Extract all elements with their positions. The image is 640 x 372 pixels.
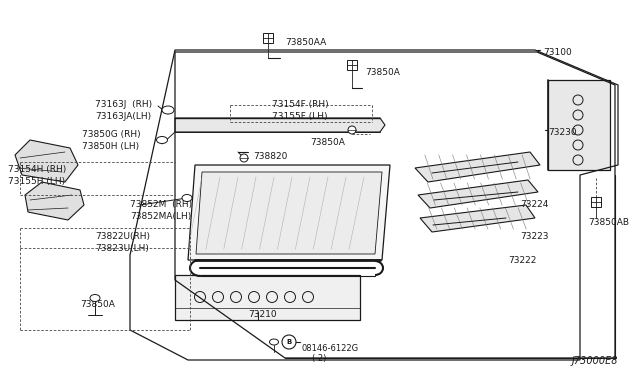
Text: 73163JA(LH): 73163JA(LH) xyxy=(95,112,151,121)
Polygon shape xyxy=(548,80,610,170)
Text: 73850G (RH): 73850G (RH) xyxy=(82,130,141,139)
Text: 73823U(LH): 73823U(LH) xyxy=(95,244,149,253)
Circle shape xyxy=(240,154,248,162)
Text: 73850AB: 73850AB xyxy=(588,218,629,227)
Text: 73850H (LH): 73850H (LH) xyxy=(82,142,139,151)
Bar xyxy=(591,197,601,207)
Ellipse shape xyxy=(269,339,278,345)
Text: 73224: 73224 xyxy=(520,200,548,209)
Text: B: B xyxy=(286,339,292,345)
Text: 738820: 738820 xyxy=(253,152,287,161)
Text: 73155F (LH): 73155F (LH) xyxy=(272,112,328,121)
Polygon shape xyxy=(188,165,390,260)
Text: J73000E8: J73000E8 xyxy=(572,356,618,366)
Ellipse shape xyxy=(157,137,168,144)
Text: 73850A: 73850A xyxy=(365,68,400,77)
Polygon shape xyxy=(420,205,535,232)
Text: 73154H (RH): 73154H (RH) xyxy=(8,165,67,174)
Text: 73154F (RH): 73154F (RH) xyxy=(272,100,328,109)
Text: 73850A: 73850A xyxy=(310,138,345,147)
Polygon shape xyxy=(25,182,84,220)
Circle shape xyxy=(282,335,296,349)
Circle shape xyxy=(348,126,356,134)
Text: 73852M  (RH): 73852M (RH) xyxy=(130,200,192,209)
Text: 73163J  (RH): 73163J (RH) xyxy=(95,100,152,109)
Ellipse shape xyxy=(90,295,100,301)
Text: 73852MA(LH): 73852MA(LH) xyxy=(130,212,191,221)
Polygon shape xyxy=(196,172,382,254)
Text: 73222: 73222 xyxy=(508,256,536,265)
Bar xyxy=(347,60,357,70)
Polygon shape xyxy=(415,152,540,182)
Text: 73850A: 73850A xyxy=(80,300,115,309)
Ellipse shape xyxy=(182,195,192,202)
Text: ( 2): ( 2) xyxy=(312,354,326,363)
Text: 73223: 73223 xyxy=(520,232,548,241)
Polygon shape xyxy=(15,140,78,182)
Text: 73850AA: 73850AA xyxy=(285,38,326,47)
Text: 73822U(RH): 73822U(RH) xyxy=(95,232,150,241)
Polygon shape xyxy=(175,275,360,320)
Polygon shape xyxy=(418,180,538,208)
Text: 73100: 73100 xyxy=(543,48,572,57)
Text: 73210: 73210 xyxy=(248,310,276,319)
Bar xyxy=(263,33,273,43)
Ellipse shape xyxy=(162,106,174,114)
Text: 73230: 73230 xyxy=(548,128,577,137)
Polygon shape xyxy=(175,118,385,132)
Text: 73155H (LH): 73155H (LH) xyxy=(8,177,65,186)
Text: 08146-6122G: 08146-6122G xyxy=(302,344,359,353)
